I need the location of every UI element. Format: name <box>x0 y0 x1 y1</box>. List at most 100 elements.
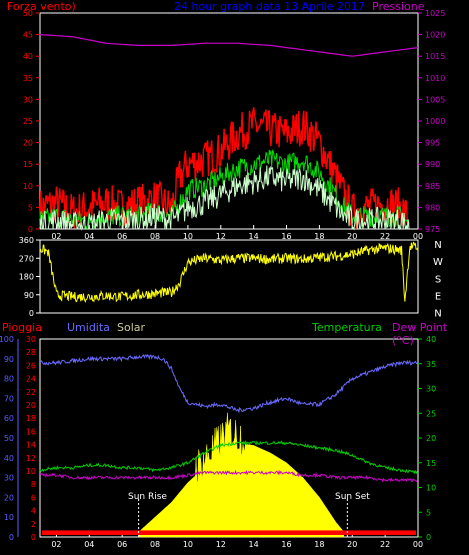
wind-y-tick-label: 5 <box>28 203 33 212</box>
compass-label: E <box>435 292 441 303</box>
humidity-y-tick-label: 100 <box>0 335 14 344</box>
humidity-y-tick-label: 0 <box>9 533 14 542</box>
wind-y-tick-label: 10 <box>23 182 33 191</box>
wind-avg-series <box>39 149 410 231</box>
rain-y-tick-label: 8 <box>31 480 36 489</box>
climate-x-tick-label: 02 <box>51 540 61 549</box>
temp-y-tick-label: 20 <box>426 434 436 443</box>
wind-x-tick-label: 20 <box>347 232 357 241</box>
pressure-y-tick-label: 985 <box>425 182 440 191</box>
climate-x-tick-label: 16 <box>281 540 291 549</box>
humidity-y-tick-label: 70 <box>4 394 14 403</box>
rain-y-tick-label: 18 <box>26 414 36 423</box>
humidity-y-tick-label: 30 <box>4 474 14 483</box>
wind-x-tick-label: 00 <box>413 232 423 241</box>
rain-y-tick-label: 20 <box>26 401 36 410</box>
rain-y-tick-label: 28 <box>26 348 36 357</box>
humidity-y-tick-label: 40 <box>4 454 14 463</box>
wind-x-tick-label: 02 <box>51 232 61 241</box>
wind-x-tick-label: 04 <box>84 232 94 241</box>
compass-label: N <box>434 309 441 320</box>
wind-y-tick-label: 35 <box>23 74 33 83</box>
direction-y-tick-label: 180 <box>19 273 34 282</box>
temp-y-tick-label: 25 <box>426 409 436 418</box>
rain-y-tick-label: 12 <box>26 454 36 463</box>
wind-x-tick-label: 12 <box>216 232 226 241</box>
compass-label: N <box>434 240 441 251</box>
rain-bar <box>42 530 416 535</box>
climate-x-tick-label: 14 <box>249 540 259 549</box>
wind-y-tick-label: 30 <box>23 95 33 104</box>
climate-x-tick-label: 12 <box>216 540 226 549</box>
wind-y-tick-label: 15 <box>23 160 33 169</box>
rain-y-tick-label: 30 <box>26 335 36 344</box>
climate-x-tick-label: 22 <box>380 540 390 549</box>
wind-y-tick-label: 25 <box>23 117 33 126</box>
temp-y-tick-label: 30 <box>426 385 436 394</box>
humidity-y-tick-label: 50 <box>4 434 14 443</box>
wind-x-tick-label: 18 <box>314 232 324 241</box>
pressure-y-tick-label: 990 <box>425 160 440 169</box>
pressure-series <box>39 34 419 57</box>
rain-y-tick-label: 6 <box>31 493 36 502</box>
direction-y-tick-label: 90 <box>24 291 34 300</box>
climate-x-tick-label: 04 <box>84 540 94 549</box>
rain-y-tick-label: 26 <box>26 361 36 370</box>
humidity-y-tick-label: 60 <box>4 414 14 423</box>
pressure-y-tick-label: 1000 <box>425 117 445 126</box>
direction-y-tick-label: 0 <box>29 309 34 318</box>
rain-y-tick-label: 4 <box>31 507 36 516</box>
temp-y-tick-label: 40 <box>426 335 436 344</box>
climate-x-tick-label: 08 <box>150 540 160 549</box>
climate-x-tick-label: 10 <box>183 540 193 549</box>
wind-x-tick-label: 16 <box>281 232 291 241</box>
rain-y-tick-label: 2 <box>31 520 36 529</box>
climate-x-tick-label: 18 <box>314 540 324 549</box>
climate-x-tick-label: 06 <box>117 540 127 549</box>
direction-panel-frame <box>39 239 419 314</box>
temp-y-tick-label: 10 <box>426 484 436 493</box>
wind-x-tick-label: 08 <box>150 232 160 241</box>
rain-y-tick-label: 22 <box>26 388 36 397</box>
wind-x-tick-label: 06 <box>117 232 127 241</box>
wind-y-tick-label: 0 <box>28 225 33 234</box>
humidity-y-tick-label: 20 <box>4 493 14 502</box>
direction-y-tick-label: 360 <box>19 236 34 245</box>
pressure-y-tick-label: 1015 <box>425 52 445 61</box>
pressure-y-tick-label: 1010 <box>425 74 445 83</box>
temp-y-tick-label: 5 <box>426 508 431 517</box>
humidity-y-tick-label: 10 <box>4 513 14 522</box>
dew-point-series <box>39 469 418 483</box>
temp-y-tick-label: 15 <box>426 459 436 468</box>
solar-area <box>138 412 345 538</box>
temp-y-tick-label: 0 <box>426 533 431 542</box>
temp-y-tick-label: 35 <box>426 360 436 369</box>
pressure-y-tick-label: 980 <box>425 203 440 212</box>
rain-y-tick-label: 10 <box>26 467 36 476</box>
pressure-y-tick-label: 975 <box>425 225 440 234</box>
pressure-y-tick-label: 1005 <box>425 95 445 104</box>
wind-x-tick-label: 22 <box>380 232 390 241</box>
humidity-y-tick-label: 80 <box>4 375 14 384</box>
compass-label: W <box>433 257 443 268</box>
wind-y-tick-label: 45 <box>23 31 33 40</box>
pressure-y-tick-label: 995 <box>425 139 440 148</box>
pressure-y-tick-label: 1020 <box>425 31 445 40</box>
rain-y-tick-label: 14 <box>26 441 36 450</box>
wind-y-tick-label: 50 <box>23 9 33 18</box>
wind-gust-series <box>39 107 410 229</box>
wind-min-series <box>39 165 410 231</box>
rain-y-tick-label: 16 <box>26 427 36 436</box>
wind-direction-series <box>39 241 419 303</box>
wind-y-tick-label: 40 <box>23 52 33 61</box>
climate-x-tick-label: 00 <box>413 540 423 549</box>
pressure-y-tick-label: 1025 <box>425 9 445 18</box>
rain-y-tick-label: 0 <box>31 533 36 542</box>
compass-label: S <box>435 274 441 285</box>
rain-y-tick-label: 24 <box>26 375 36 384</box>
wind-x-tick-label: 14 <box>249 232 259 241</box>
temperature-series <box>39 440 418 475</box>
wind-y-tick-label: 20 <box>23 139 33 148</box>
climate-x-tick-label: 20 <box>347 540 357 549</box>
